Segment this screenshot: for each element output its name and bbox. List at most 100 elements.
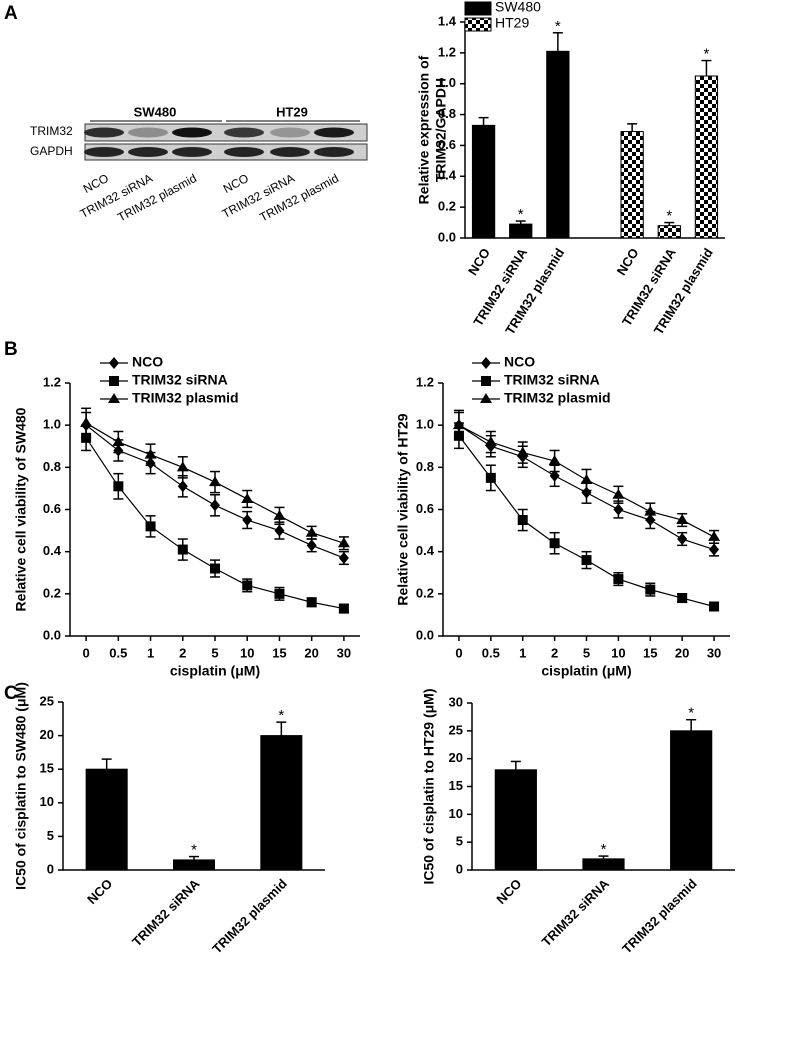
x-axis-label: cisplatin (μM)	[541, 663, 631, 679]
x-tick-label: TRIM32 plasmid	[209, 876, 290, 957]
marker	[209, 476, 221, 487]
marker	[242, 580, 253, 591]
marker	[644, 505, 657, 516]
significance: *	[191, 842, 197, 859]
band	[314, 147, 354, 157]
band	[128, 147, 168, 157]
x-tick-label: NCO	[614, 245, 642, 277]
x-tick-label: 30	[707, 645, 721, 660]
legend-label: TRIM32 siRNA	[504, 372, 600, 388]
x-tick-label: 2	[179, 645, 186, 660]
band	[314, 127, 354, 138]
marker	[612, 488, 625, 499]
marker	[517, 515, 528, 526]
x-tick-label: NCO	[493, 876, 524, 907]
marker	[549, 538, 560, 549]
y-tick-label: 0.8	[416, 459, 434, 474]
band	[84, 147, 124, 157]
marker	[709, 601, 720, 612]
legend-marker	[108, 393, 120, 403]
y-tick-label: 0.2	[438, 199, 456, 214]
y-tick-label: 0.8	[43, 459, 61, 474]
legend-marker	[109, 376, 119, 386]
y-tick-label: 10	[449, 806, 463, 821]
y-tick-label: 1.2	[438, 44, 456, 59]
x-tick-label: NCO	[465, 245, 493, 277]
marker	[516, 446, 529, 457]
bar	[85, 768, 128, 871]
marker	[676, 514, 689, 525]
marker	[210, 563, 220, 574]
marker	[144, 448, 157, 459]
marker	[274, 588, 285, 599]
x-tick-label: 2	[551, 645, 558, 660]
y-tick-label: 15	[40, 761, 54, 776]
y-tick-label: 0.4	[438, 168, 457, 183]
lane-label: NCO	[81, 171, 111, 196]
y-tick-label: 15	[449, 778, 463, 793]
legend-marker	[480, 393, 492, 403]
marker	[677, 593, 688, 604]
marker	[581, 555, 592, 566]
legend-label: NCO	[504, 354, 535, 370]
significance: *	[601, 841, 607, 858]
marker	[548, 455, 561, 466]
y-tick-label: 0.4	[43, 543, 62, 558]
marker	[176, 461, 189, 472]
marker	[709, 543, 720, 556]
blot-group: HT29	[276, 104, 308, 119]
bar	[657, 225, 681, 239]
legend-swatch	[464, 1, 492, 16]
band	[224, 127, 264, 138]
legend-label: SW480	[495, 0, 541, 15]
y-tick-label: 0.8	[438, 106, 456, 121]
marker	[613, 503, 624, 516]
marker	[485, 472, 496, 483]
x-tick-label: NCO	[84, 876, 115, 907]
y-tick-label: 1.4	[438, 13, 457, 28]
marker	[145, 521, 156, 532]
marker	[581, 486, 592, 499]
significance: *	[666, 208, 672, 225]
band	[128, 127, 168, 138]
x-tick-label: 0.5	[109, 645, 127, 660]
legend-label: TRIM32 plasmid	[504, 390, 611, 406]
y-tick-label: 0.0	[416, 627, 434, 642]
x-tick-label: 5	[211, 645, 218, 660]
y-axis-label: IC50 of cisplatin to HT29 (μM)	[421, 688, 437, 884]
y-axis-label: IC50 of cisplatin to SW480 (μM)	[13, 682, 29, 890]
y-tick-label: 1.2	[416, 374, 434, 389]
band	[270, 127, 310, 138]
y-tick-label: 1.0	[416, 417, 434, 432]
band	[172, 147, 212, 157]
y-tick-label: 30	[449, 694, 463, 709]
band	[172, 127, 212, 138]
legend-swatch	[464, 17, 492, 32]
bar	[260, 735, 303, 871]
y-tick-label: 10	[40, 794, 54, 809]
legend-label: TRIM32 plasmid	[132, 390, 239, 406]
y-tick-label: 0.6	[438, 137, 456, 152]
y-tick-label: 0.4	[416, 543, 435, 558]
marker	[80, 417, 93, 428]
legend-label: HT29	[495, 15, 529, 31]
legend-marker	[481, 376, 491, 386]
y-tick-label: 0	[456, 861, 463, 876]
y-tick-label: 0.0	[438, 229, 456, 244]
bar	[172, 859, 216, 871]
bar	[546, 50, 570, 239]
western-blot: SW480 HT29 TRIM32 GAPDH	[30, 104, 368, 161]
x-tick-label: 15	[643, 645, 657, 660]
bar	[694, 75, 719, 239]
significance: *	[555, 18, 561, 35]
panel-label: A	[4, 3, 18, 24]
legend-marker	[109, 357, 119, 369]
x-tick-label: 10	[240, 645, 254, 660]
significance: *	[704, 46, 710, 63]
marker	[177, 544, 188, 555]
significance: *	[278, 707, 284, 724]
x-tick-label: 10	[611, 645, 625, 660]
x-tick-label: 1	[519, 645, 526, 660]
y-tick-label: 20	[449, 750, 463, 765]
